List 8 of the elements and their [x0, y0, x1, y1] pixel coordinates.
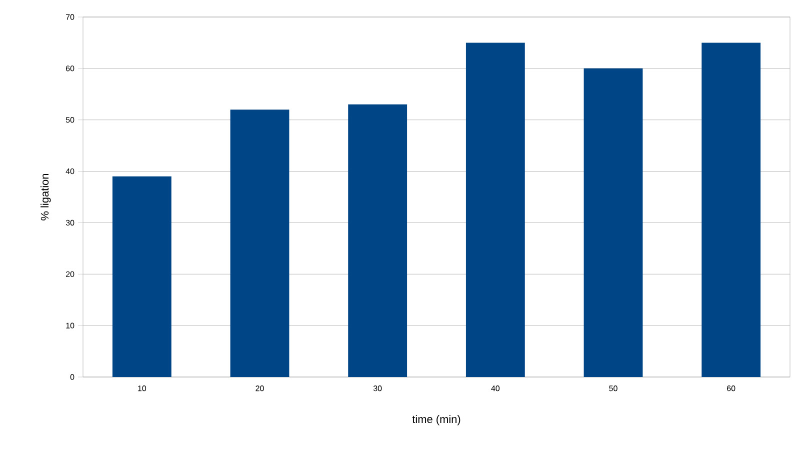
bar	[348, 104, 408, 377]
bar	[702, 42, 761, 377]
y-axis-title: % ligation	[40, 174, 51, 220]
x-axis-title: time (min)	[412, 415, 460, 426]
bar	[466, 42, 525, 377]
bar	[112, 176, 172, 377]
bar	[584, 68, 643, 377]
bar	[230, 110, 290, 377]
